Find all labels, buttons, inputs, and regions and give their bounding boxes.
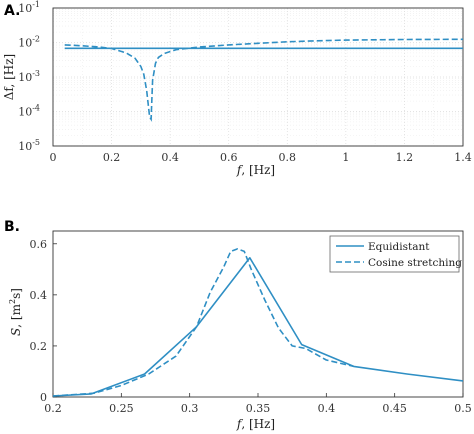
panel-a-chart: 0 0.2 0.4 0.6 0.8 1 1.2 1.4 10-5 10-4 10-3 10-2 10-1 [18,0,472,164]
panel-b-xlabel-unit: , [Hz] [241,417,275,431]
panel-a-xlabel-var: f [236,163,244,177]
panel-a-xtick-label: 0.4 [161,151,179,164]
panel-b-ylabel-sup: 2 [8,299,17,304]
panel-b-series-cosine [52,248,354,397]
panel-a-xtick-label: 0.2 [103,151,121,164]
panel-b-ylabel: S, [m2s] [8,288,23,336]
panel-a-xtick-label: 0.8 [279,151,297,164]
panel-b-xtick-label: 0.35 [246,402,271,415]
panel-a-ytick-label: 10-3 [18,69,40,84]
legend-label-cosine: Cosine stretching [368,257,462,269]
panel-a-xtick-label: 0 [50,151,57,164]
panel-b-xtick-label: 0.45 [382,402,407,415]
panel-a-series-dashed [64,38,464,122]
panel-b-label: B. [4,219,20,235]
panel-b-xlabel-var: f [236,417,244,431]
panel-a-xtick-label: 1.4 [454,151,472,164]
panel-b-ylabel-unit: , [m [9,303,23,327]
panel-b-ylabel-unit-end: s] [9,288,23,299]
panel-b-xlabel: f, [Hz] [236,417,275,431]
panel-b-chart: 0.2 0.25 0.3 0.35 0.4 0.45 0.500.20.40.6 [30,230,472,415]
panel-a-label: A. [4,3,20,19]
panel-b-ytick-label: 0.2 [30,340,48,353]
panel-b-xtick-label: 0.3 [181,402,199,415]
panel-a-ytick-label: 10-1 [18,0,40,15]
panel-a-axes-frame [52,7,464,147]
panel-a-xtick-label: 0.6 [220,151,238,164]
panel-b-ytick-label: 0.6 [30,238,48,251]
panel-a-ytick-label: 10-5 [18,138,40,153]
panel-b-xtick-label: 0.2 [44,402,62,415]
panel-b-series-equidistant [52,256,464,397]
panel-b-ytick-label: 0.4 [30,289,48,302]
panel-a-xtick-label: 1 [342,151,349,164]
panel-a-ytick-label: 10-2 [18,35,40,50]
legend-label-equidistant: Equidistant [368,241,430,253]
panel-a-ylabel: Δf, [Hz] [2,54,16,100]
panel-b-xtick-label: 0.25 [109,402,134,415]
panel-a-ytick-label: 10-4 [18,104,40,119]
panel-a-xtick-label: 1.2 [396,151,414,164]
panel-b-xtick-label: 0.5 [454,402,472,415]
legend-box [329,235,460,273]
panel-b-legend: Equidistant Cosine stretching [329,235,462,273]
panel-a-xlabel-unit: , [Hz] [241,163,275,177]
panel-b-xtick-label: 0.4 [318,402,336,415]
panel-b-ylabel-var: S [9,328,23,336]
panel-b-ytick-label: 0 [40,391,47,404]
panel-a-xlabel: f, [Hz] [236,163,275,177]
